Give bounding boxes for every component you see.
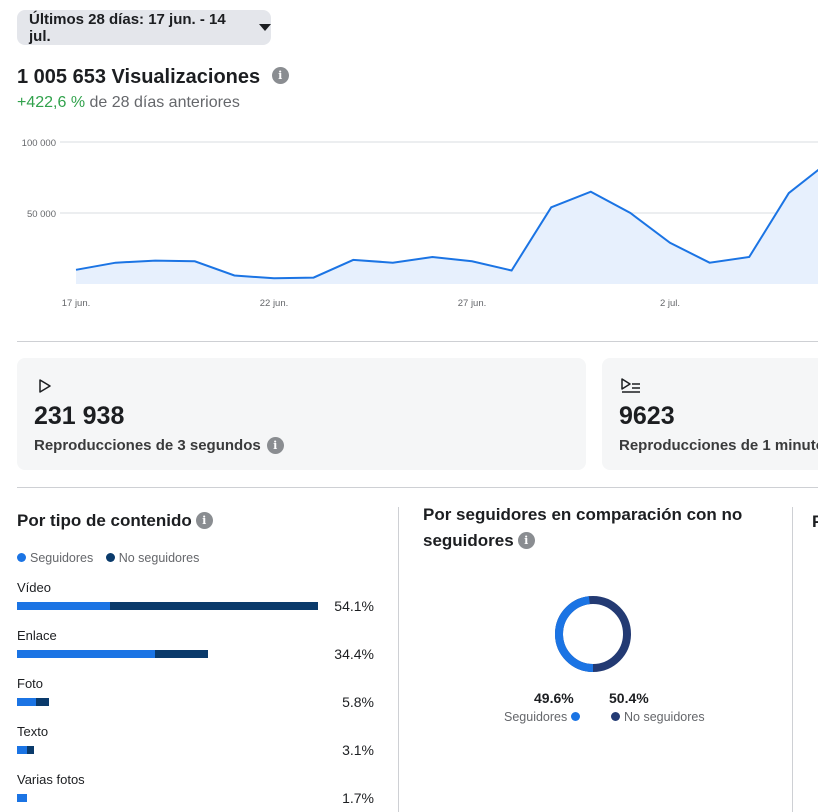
metric-card-1m-plays: 9623 Reproducciones de 1 minuto [602,358,818,470]
info-icon[interactable]: i [271,67,289,85]
content-type-name: Foto [17,676,44,691]
section-divider [398,507,399,812]
section-divider [792,507,793,812]
metric-value: 231 938 [34,402,125,430]
metric-label: Reproducciones de 1 minuto [619,437,818,454]
followers-label: Seguidores [504,710,584,724]
content-type-pct: 54.1% [334,598,374,614]
content-type-pct: 34.4% [334,646,374,662]
date-range-label: Últimos 28 días: 17 jun. - 14 jul. [29,10,226,45]
followers-split-title: Por seguidores en comparación con no seg… [423,505,743,550]
views-delta: +422,6 % de 28 días anteriores [17,94,240,112]
followers-pct: 49.6% [534,690,574,706]
bar-segment-followers [17,794,27,802]
third-section-title: P [812,512,818,531]
info-icon[interactable]: i [266,436,284,454]
playlist-icon [621,378,640,393]
bar-segment-non-followers [27,746,35,754]
non-followers-label: No seguidores [611,710,705,724]
total-views-title: 1 005 653 Visualizaciones i [17,66,289,89]
views-line-chart: 100 000 50 000 17 jun. 22 jun. 27 jun. 2 jul… [22,138,818,309]
metric-value: 9623 [619,402,675,430]
legend-dot-non-followers [105,553,115,563]
content-type-bar [17,698,50,706]
delta-text: de 28 días anteriores [85,94,240,111]
x-tick-label: 27 jun. [458,298,487,309]
content-type-pct: 3.1% [342,742,374,758]
non-followers-pct: 50.4% [609,690,649,706]
content-type-name: Vídeo [17,580,51,595]
chart-area-fill [76,170,818,284]
bar-segment-followers [17,602,111,610]
caret-down-icon [259,24,271,31]
legend-dot-followers [17,553,26,563]
bar-segment-followers [17,698,37,706]
content-type-name: Texto [17,724,49,739]
content-type-bar [17,746,35,754]
bar-segment-followers [17,746,28,754]
divider [17,341,818,342]
legend-dot-followers [571,712,581,722]
delta-value: +422,6 % [17,94,86,111]
content-type-title: Por tipo de contenido i [17,508,213,534]
bar-segment-non-followers [154,650,209,658]
followers-donut-chart [555,596,631,672]
content-type-name: Enlace [17,628,57,643]
content-type-pct: 5.8% [342,694,374,710]
play-icon [39,379,51,393]
content-type-bar [17,650,209,658]
chart-series-line [75,168,818,280]
info-icon[interactable]: i [517,532,535,550]
bar-segment-followers [17,650,155,658]
x-tick-label: 2 jul. [660,298,680,309]
y-tick-label: 50 000 [27,209,56,220]
content-type-bar [17,794,27,802]
content-type-bar [17,602,318,610]
content-type-legend: Seguidores No seguidores [17,551,199,565]
donut-slice-followers [555,596,631,672]
content-type-pct: 1.7% [342,790,374,806]
metric-label: Reproducciones de 3 segundos i [34,436,284,455]
x-tick-label: 22 jun. [260,298,289,309]
legend-dot-non-followers [611,712,620,722]
metric-card-3s-plays: 231 938 Reproducciones de 3 segundos i [17,358,586,470]
x-tick-label: 17 jun. [62,298,91,309]
date-range-dropdown[interactable]: Últimos 28 días: 17 jun. - 14 jul. [17,10,271,45]
y-tick-label: 100 000 [22,138,56,149]
divider [17,487,818,488]
content-type-name: Varias fotos [17,772,85,787]
bar-segment-non-followers [36,698,50,706]
bar-segment-non-followers [110,602,318,610]
info-icon[interactable]: i [195,512,213,530]
